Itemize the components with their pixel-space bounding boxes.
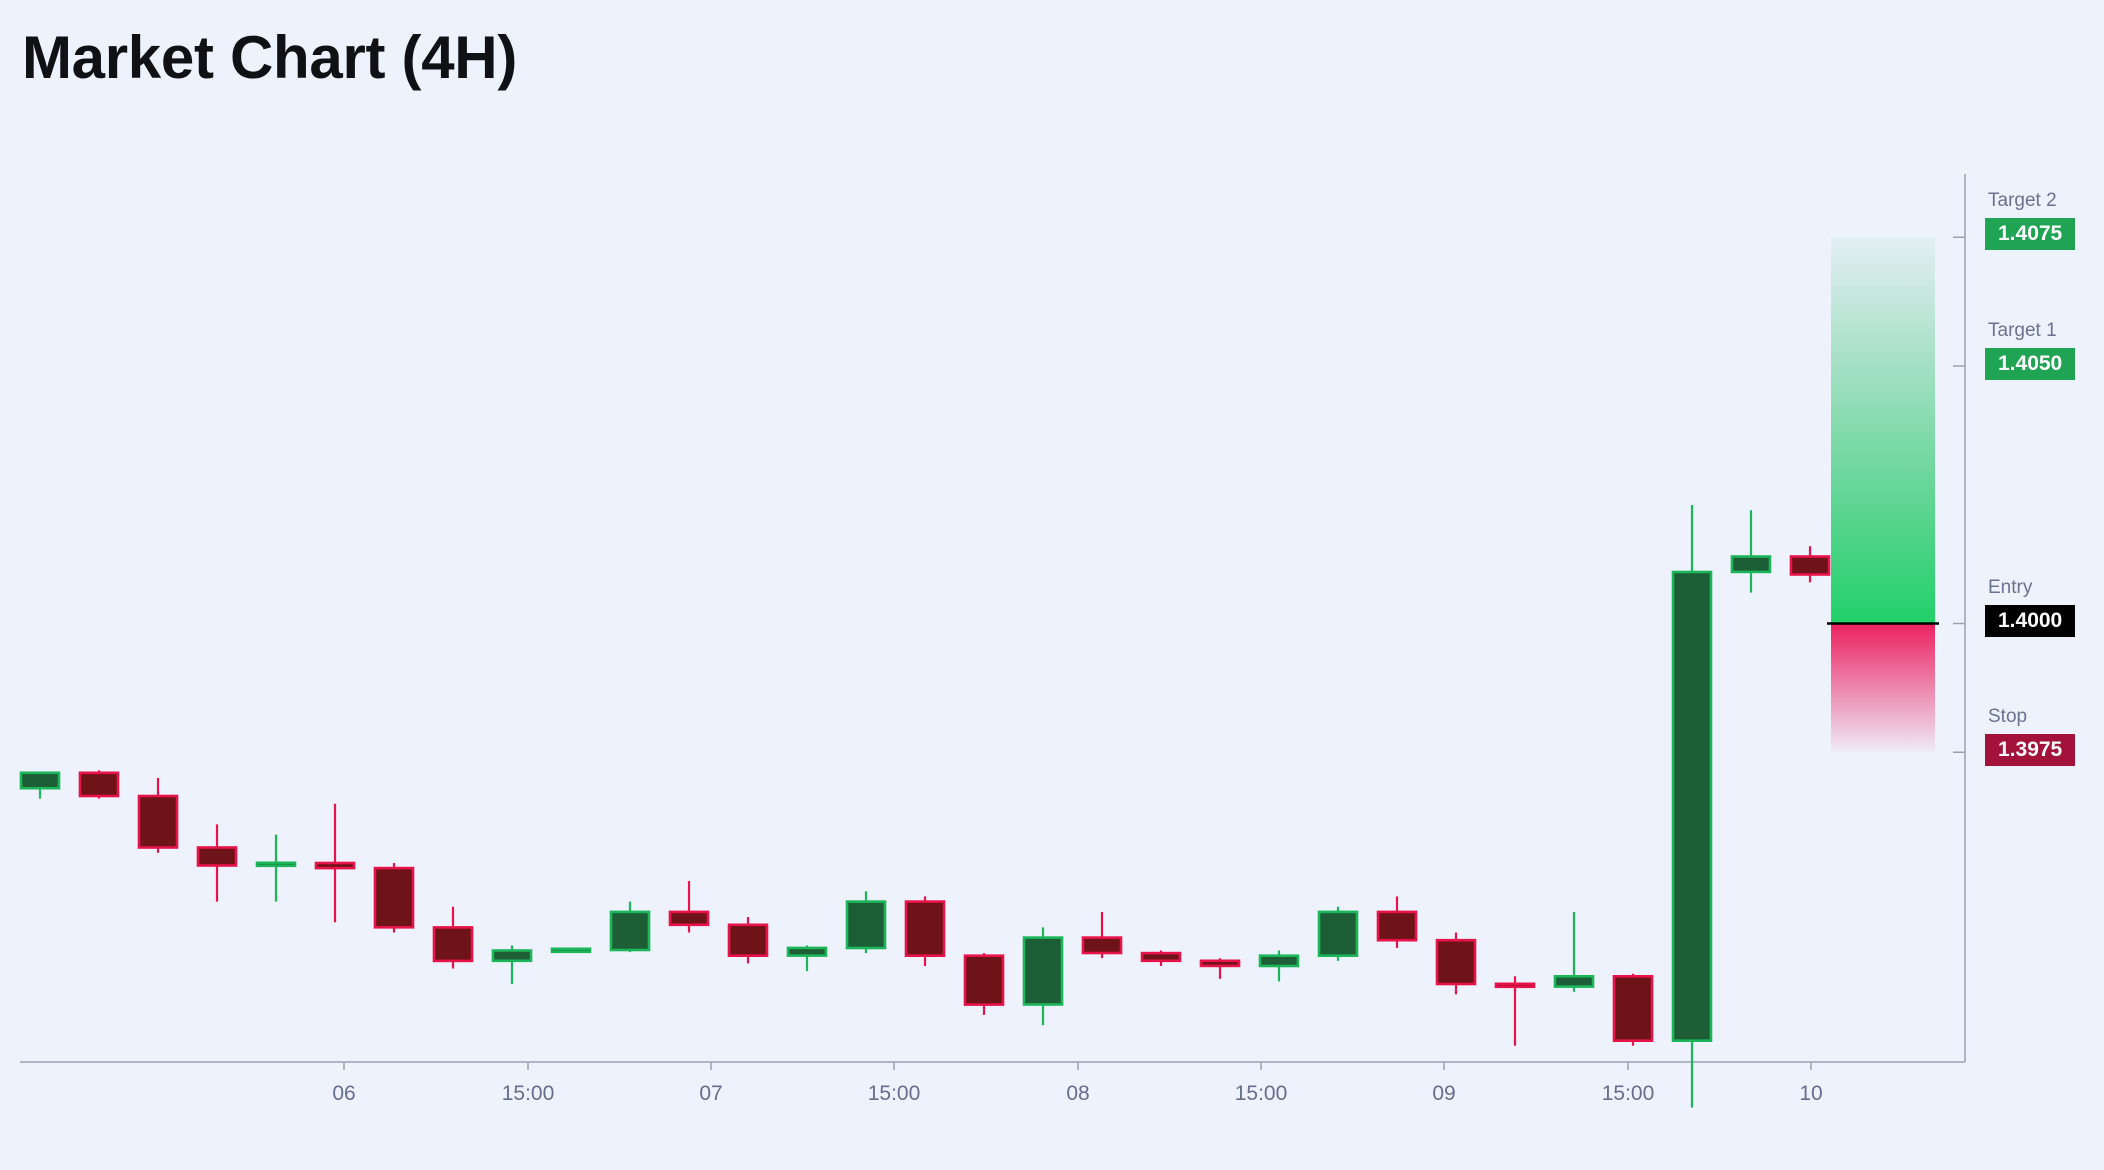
svg-text:15:00: 15:00 <box>1235 1082 1288 1105</box>
svg-text:07: 07 <box>699 1082 722 1105</box>
svg-text:06: 06 <box>332 1082 355 1105</box>
svg-text:08: 08 <box>1066 1082 1089 1105</box>
svg-text:09: 09 <box>1432 1082 1455 1105</box>
svg-text:15:00: 15:00 <box>1602 1082 1655 1105</box>
svg-text:15:00: 15:00 <box>502 1082 555 1105</box>
svg-text:10: 10 <box>1799 1082 1822 1105</box>
svg-text:15:00: 15:00 <box>868 1082 921 1105</box>
